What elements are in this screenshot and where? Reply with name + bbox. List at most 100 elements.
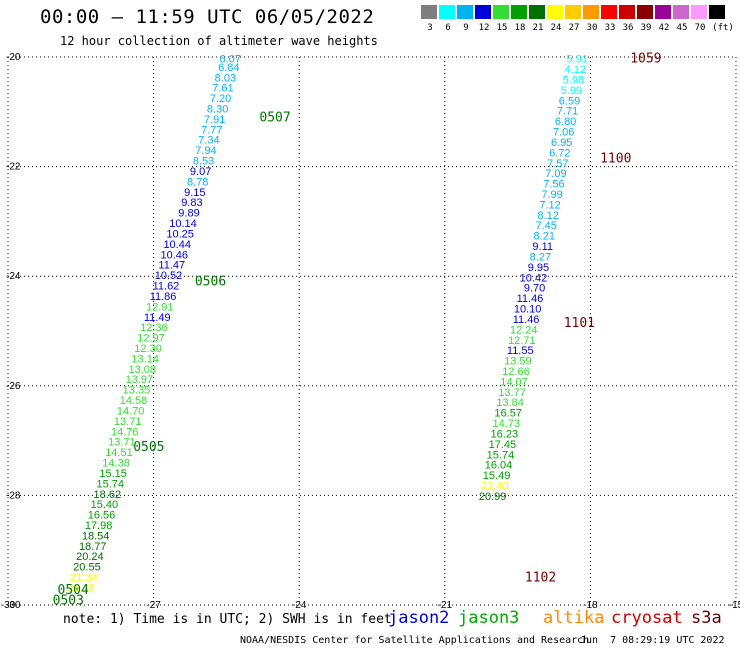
data-point-label: 14.70 — [117, 405, 145, 417]
data-point-label: 12.66 — [502, 366, 530, 378]
data-point-label: 8.12 — [537, 210, 558, 222]
data-point-label: 13.71 — [114, 416, 142, 428]
y-tick-label: -26 — [6, 381, 21, 392]
x-tick-label: -24 — [292, 600, 307, 610]
colorbar-label: 9 — [463, 23, 469, 33]
colorbar-swatch — [439, 5, 455, 19]
colorbar-swatch — [709, 5, 725, 19]
satellite-legend-item: altika — [543, 608, 605, 628]
satellite-legend-item: jason2 — [388, 608, 450, 628]
data-point-label: 18.77 — [79, 541, 107, 553]
data-point-label: 7.57 — [547, 158, 568, 170]
data-point-label: 6.80 — [555, 116, 576, 128]
data-point-label: 7.71 — [557, 106, 578, 118]
colorbar-swatch — [457, 5, 473, 19]
data-point-label: 5.99 — [561, 85, 582, 97]
y-tick-label: -22 — [6, 162, 21, 173]
chart-title: 00:00 – 11:59 UTC 06/05/2022 — [40, 6, 375, 28]
colorbar-label: 36 — [622, 23, 634, 33]
satellite-legend-item: jason3 — [458, 608, 520, 628]
data-point-label: 16.04 — [485, 460, 513, 472]
y-tick-label: -28 — [6, 490, 21, 501]
data-point-label: 20.24 — [76, 551, 104, 563]
colorbar-label: 27 — [568, 23, 580, 33]
data-point-label: 6.84 — [218, 62, 239, 74]
data-point-label: 14.58 — [120, 395, 148, 407]
colorbar-label: 45 — [676, 23, 688, 33]
data-point-label: 21.48 — [67, 582, 95, 594]
data-point-label: 14.07 — [500, 376, 528, 388]
colorbar-label: 3 — [427, 23, 433, 33]
data-point-label: 13.59 — [504, 356, 532, 368]
data-point-label: 13.71 — [108, 437, 136, 449]
colorbar-swatch — [547, 5, 563, 19]
data-point-label: 7.56 — [543, 179, 564, 191]
data-point-label: 7.34 — [198, 135, 219, 147]
colorbar-swatch — [655, 5, 671, 19]
colorbar-label: 24 — [550, 23, 562, 33]
data-point-label: 5.98 — [563, 74, 584, 86]
colorbar-label: 15 — [496, 23, 508, 33]
data-point-label: 10.42 — [520, 272, 548, 284]
pass-time-label: 0507 — [259, 110, 290, 125]
wave-height-plot: -30 -27 -24 -21 -18 -15 -20 -22 -24 -26 -28 -30 6.07… — [1, 52, 740, 610]
data-point-label: 7.91 — [204, 114, 225, 126]
data-point-label: 7.99 — [541, 189, 562, 201]
data-point-label: 22.40 — [481, 481, 509, 493]
data-point-label: 6.07 — [220, 54, 241, 66]
data-point-label: 13.97 — [126, 374, 154, 386]
colorbar-swatch — [637, 5, 653, 19]
data-point-label: 12.91 — [146, 301, 174, 313]
data-point-label: 7.20 — [210, 93, 231, 105]
data-point-label: 10.10 — [514, 304, 542, 316]
data-point-label: 7.61 — [212, 83, 233, 95]
data-point-label: 10.25 — [166, 228, 194, 240]
colorbar-label: 12 — [478, 23, 490, 33]
y-tick-label: -20 — [6, 52, 21, 63]
colorbar-swatch — [565, 5, 581, 19]
data-point-label: 8.30 — [207, 104, 228, 116]
data-point-label: 7.94 — [195, 145, 216, 157]
colorbar-swatch — [619, 5, 635, 19]
satellite-legend-item: s3a — [691, 608, 722, 628]
data-point-label: 12.24 — [510, 324, 538, 336]
data-point-label: 9.95 — [528, 262, 549, 274]
pass-time-label: 0503 — [53, 594, 84, 609]
data-point-label: 16.23 — [491, 428, 519, 440]
x-tick-label: -30 — [1, 600, 16, 610]
y-tick-label: -24 — [6, 271, 21, 282]
data-point-label: 10.44 — [163, 239, 191, 251]
chart-subtitle: 12 hour collection of altimeter wave hei… — [60, 34, 378, 48]
data-point-label: 15.15 — [99, 468, 127, 480]
data-point-label: 15.40 — [91, 499, 119, 511]
data-point-label: 16.57 — [494, 408, 522, 420]
pass-time-label: 1100 — [600, 151, 631, 166]
data-point-label: 12.71 — [508, 335, 536, 347]
colorbar-label: 70 — [694, 23, 706, 33]
data-point-label: 20.99 — [479, 491, 507, 503]
x-tick-label: -27 — [146, 600, 161, 610]
pass-time-label: 0506 — [195, 275, 226, 290]
data-point-label: 9.89 — [178, 208, 199, 220]
data-point-label: 16.56 — [88, 510, 116, 522]
colorbar-swatch — [511, 5, 527, 19]
data-point-label: 13.77 — [498, 387, 526, 399]
data-point-label: 9.07 — [190, 166, 211, 178]
data-point-label: 10.14 — [169, 218, 197, 230]
pass-time-label: 0505 — [133, 440, 164, 455]
colorbar-swatch — [601, 5, 617, 19]
colorbar-label: 42 — [658, 23, 670, 33]
data-point-label: 11.46 — [513, 314, 540, 326]
data-point-label: 20.55 — [73, 562, 101, 574]
data-point-label: 10.52 — [155, 270, 183, 282]
colorbar-swatch — [673, 5, 689, 19]
data-point-label: 17.45 — [489, 439, 517, 451]
data-point-label: 11.47 — [158, 260, 185, 272]
colorbar-label: 39 — [640, 23, 652, 33]
data-point-label: 7.45 — [535, 220, 556, 232]
data-point-label: 13.35 — [123, 385, 151, 397]
colorbar-swatch — [493, 5, 509, 19]
data-point-label: 11.49 — [144, 312, 171, 324]
data-point-label: 14.51 — [105, 447, 133, 459]
data-point-label: 9.83 — [181, 197, 202, 209]
